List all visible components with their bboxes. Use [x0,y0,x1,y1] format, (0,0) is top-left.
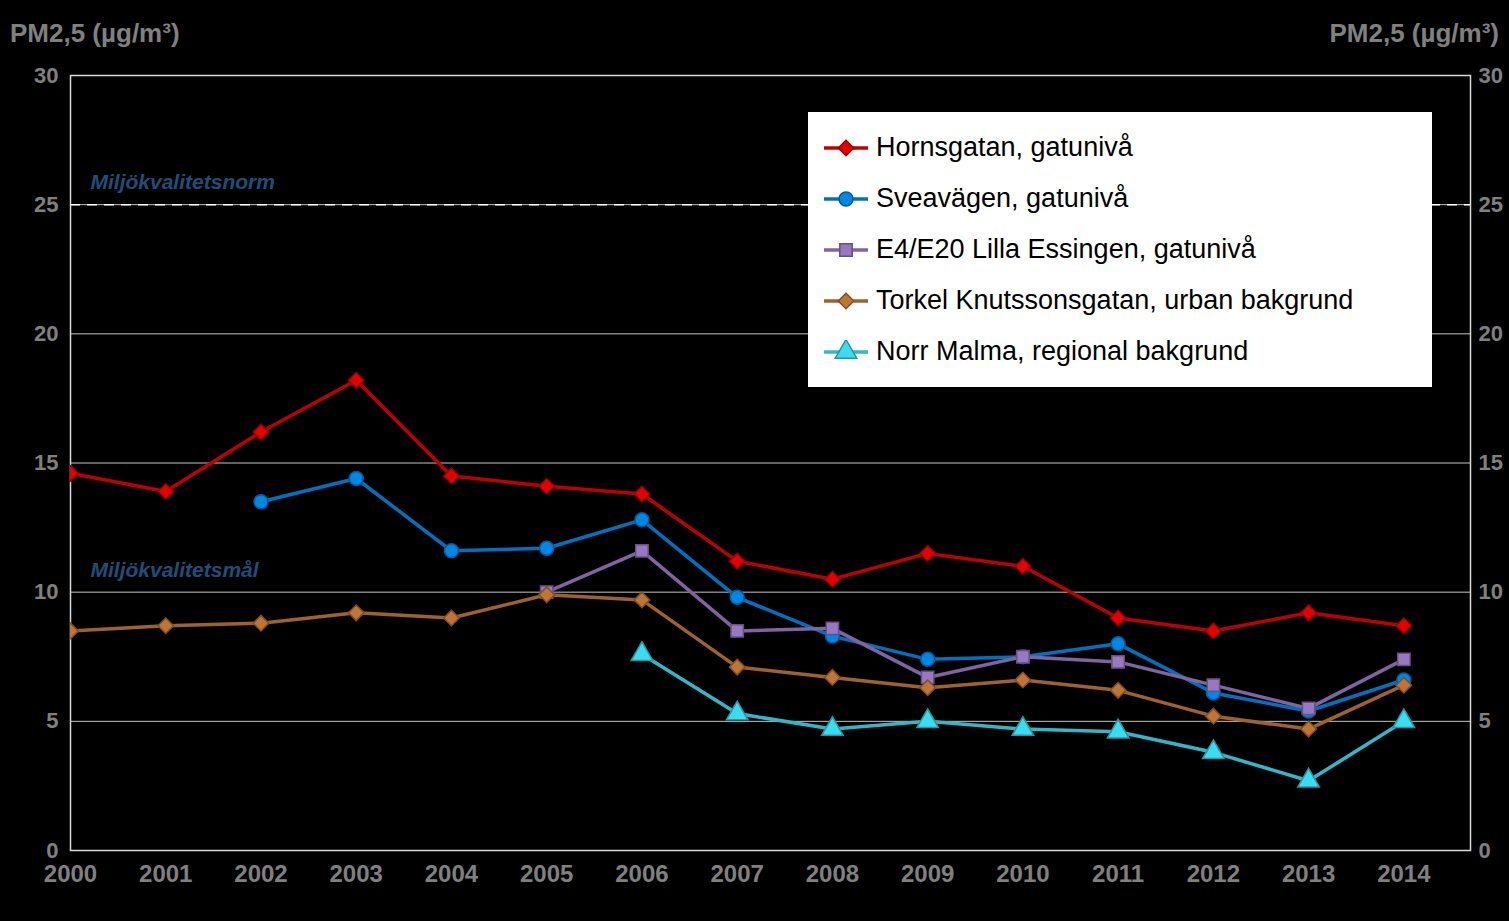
svg-text:20: 20 [1479,321,1503,346]
svg-text:10: 10 [34,579,58,604]
svg-text:2008: 2008 [806,860,859,887]
svg-text:0: 0 [46,838,58,863]
html-text:PM2,5 (µg/m³): PM2,5 (µg/m³) [1329,18,1499,48]
svg-text:2002: 2002 [234,860,287,887]
html-text:Sveavägen, gatunivå: Sveavägen, gatunivå [876,183,1129,213]
svg-text:25: 25 [1479,192,1503,217]
svg-text:15: 15 [34,450,58,475]
svg-text:Miljökvalitetsmål: Miljökvalitetsmål [91,558,260,581]
svg-text:2010: 2010 [996,860,1049,887]
svg-text:2003: 2003 [330,860,383,887]
svg-text:2009: 2009 [901,860,954,887]
html-text:Hornsgatan, gatunivå: Hornsgatan, gatunivå [876,132,1133,162]
svg-text:30: 30 [34,63,58,88]
svg-text:5: 5 [46,708,58,733]
svg-text:5: 5 [1479,708,1491,733]
svg-text:0: 0 [1479,838,1491,863]
svg-text:2007: 2007 [710,860,763,887]
svg-text:10: 10 [1479,579,1503,604]
svg-text:2001: 2001 [139,860,192,887]
svg-text:2005: 2005 [520,860,573,887]
svg-text:2013: 2013 [1282,860,1335,887]
svg-text:30: 30 [1479,63,1503,88]
html-text:Norr Malma, regional bakgrund: Norr Malma, regional bakgrund [876,336,1249,366]
svg-text:25: 25 [34,192,58,217]
svg-text:2011: 2011 [1092,860,1144,887]
svg-text:2012: 2012 [1187,860,1240,887]
html-text:Torkel Knutssonsgatan, urban b: Torkel Knutssonsgatan, urban bakgrund [876,285,1354,315]
svg-text:2000: 2000 [44,860,97,887]
html-text:PM2,5 (µg/m³): PM2,5 (µg/m³) [10,18,180,48]
svg-text:Miljökvalitetsnorm: Miljökvalitetsnorm [91,170,275,193]
html-text:E4/E20 Lilla Essingen, gatuniv: E4/E20 Lilla Essingen, gatunivå [876,234,1256,264]
svg-text:2004: 2004 [425,860,479,887]
svg-text:20: 20 [34,321,58,346]
svg-text:2014: 2014 [1377,860,1431,887]
svg-text:2006: 2006 [615,860,668,887]
svg-text:15: 15 [1479,450,1503,475]
